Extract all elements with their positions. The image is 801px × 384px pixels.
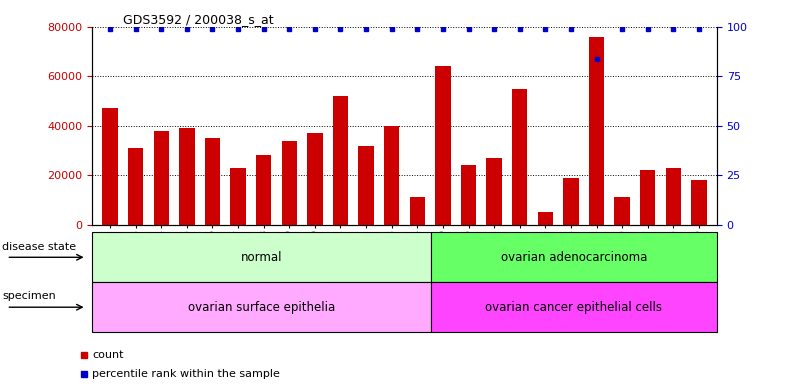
Bar <box>231 168 246 225</box>
Bar <box>308 133 323 225</box>
Text: count: count <box>92 350 123 360</box>
Text: ovarian surface epithelia: ovarian surface epithelia <box>187 301 335 314</box>
Bar <box>384 126 400 225</box>
Bar <box>461 166 477 225</box>
Bar <box>409 197 425 225</box>
Bar <box>486 158 501 225</box>
Bar <box>431 282 717 332</box>
Bar <box>205 138 220 225</box>
Text: ovarian adenocarcinoma: ovarian adenocarcinoma <box>501 251 647 264</box>
Bar <box>256 156 272 225</box>
Bar <box>154 131 169 225</box>
Text: percentile rank within the sample: percentile rank within the sample <box>92 369 280 379</box>
Bar <box>128 148 143 225</box>
Bar <box>282 141 297 225</box>
Bar <box>332 96 348 225</box>
Bar <box>512 89 527 225</box>
Bar <box>103 108 118 225</box>
Bar <box>435 66 451 225</box>
Bar <box>666 168 681 225</box>
Text: ovarian cancer epithelial cells: ovarian cancer epithelial cells <box>485 301 662 314</box>
Bar <box>431 232 717 282</box>
Bar <box>589 37 604 225</box>
Bar <box>614 197 630 225</box>
Bar <box>92 282 431 332</box>
Text: specimen: specimen <box>2 291 56 301</box>
Text: disease state: disease state <box>2 242 77 252</box>
Bar <box>358 146 374 225</box>
Text: GDS3592 / 200038_s_at: GDS3592 / 200038_s_at <box>123 13 274 26</box>
Bar <box>640 170 655 225</box>
Bar <box>179 128 195 225</box>
Text: normal: normal <box>240 251 282 264</box>
Bar <box>563 178 578 225</box>
Bar <box>691 180 706 225</box>
Bar <box>537 212 553 225</box>
Bar <box>92 232 431 282</box>
